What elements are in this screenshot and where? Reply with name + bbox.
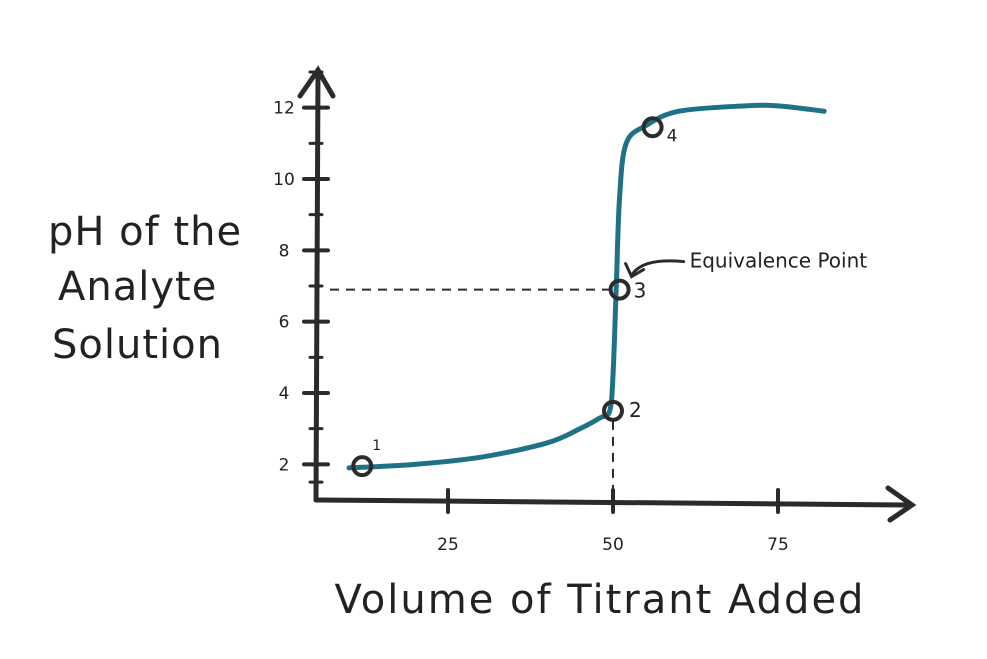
- point-marker-2: [602, 399, 624, 422]
- annotation-arrow: [630, 259, 686, 278]
- axes: [297, 65, 917, 523]
- point-label-3: 3: [634, 279, 647, 303]
- y-axis-title: pH of the Analyte Solution: [48, 209, 242, 368]
- x-tick-label: 50: [602, 535, 624, 555]
- point-label-1: 1: [372, 438, 381, 454]
- titration-curve-line: [346, 102, 827, 471]
- point-marker-3: [608, 278, 631, 301]
- reference-lines: [330, 288, 614, 498]
- annotation-arrowhead: [624, 262, 646, 279]
- y-tick-label: 4: [279, 384, 290, 404]
- y-tick-label: 6: [279, 313, 290, 333]
- y-tick-label: 2: [279, 455, 290, 475]
- point-label-2: 2: [629, 398, 642, 422]
- y-axis-title-line-2: Analyte: [58, 264, 217, 310]
- equivalence-point-annotation: Equivalence Point: [690, 249, 868, 273]
- points-layer: 1 2 3 4: [351, 116, 678, 478]
- y-tick-label: 12: [273, 99, 295, 119]
- x-axis-arrowhead: [885, 485, 917, 523]
- point-marker-1: [351, 455, 374, 478]
- y-axis-arrowhead: [297, 65, 336, 99]
- y-tick-label: 8: [279, 241, 290, 261]
- annotation-layer: Equivalence Point: [624, 249, 868, 279]
- y-tick-label: 10: [273, 170, 295, 190]
- y-axis-title-line-1: pH of the: [48, 209, 242, 255]
- x-tick-label: 75: [767, 535, 789, 555]
- y-ticks: 2 4 6 8 10 12: [273, 70, 330, 484]
- y-axis-title-line-3: Solution: [52, 322, 223, 368]
- x-ticks: 25 50 75: [437, 488, 789, 555]
- x-axis-title: Volume of Titrant Added: [335, 577, 866, 623]
- series-layer: [346, 102, 827, 471]
- point-marker-4: [641, 116, 664, 139]
- point-label-4: 4: [667, 126, 678, 146]
- x-tick-label: 25: [437, 535, 459, 555]
